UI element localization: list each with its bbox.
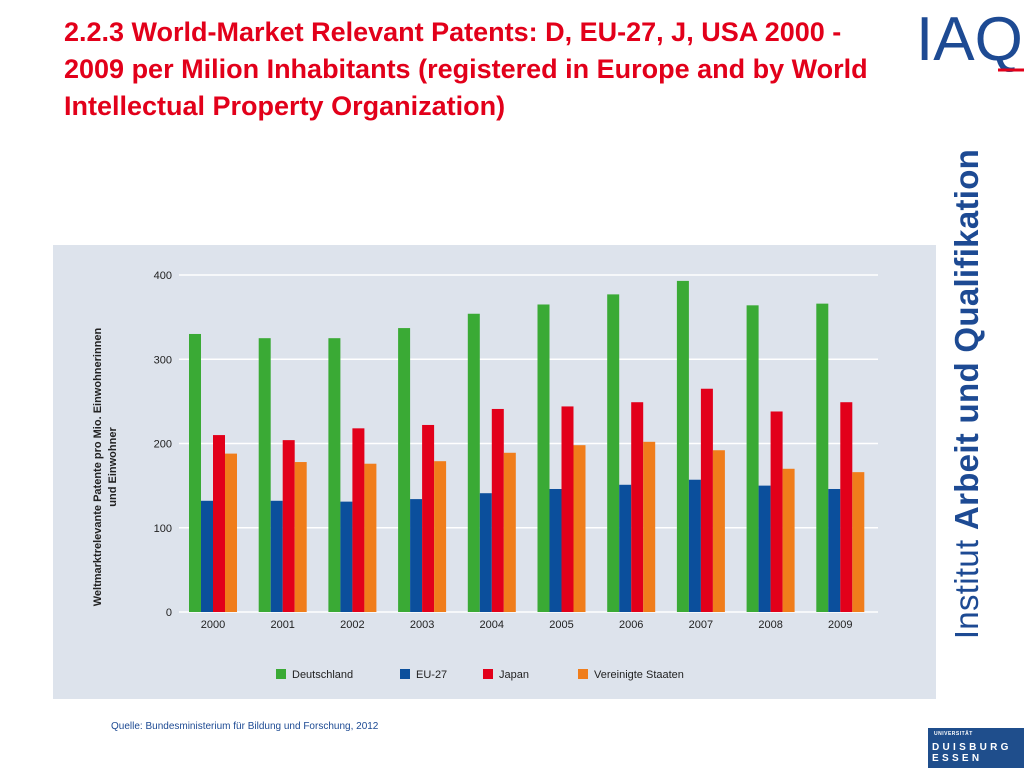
legend-label: EU-27 xyxy=(416,669,447,681)
bar-eu-27-2004 xyxy=(479,493,492,612)
x-tick-label: 2002 xyxy=(340,619,364,631)
bar-japan-2007 xyxy=(700,388,713,612)
y-axis-label-line2: und Einwohner xyxy=(107,427,119,507)
y-tick-label: 0 xyxy=(166,607,172,619)
institute-name: Institut Arbeit und Qualifikation xyxy=(942,96,992,692)
iaq-logo: IAQ xyxy=(916,0,1024,80)
bar-vereinigte-staaten-2007 xyxy=(712,450,725,612)
bar-deutschland-2008 xyxy=(746,305,759,612)
y-tick-label: 200 xyxy=(154,439,172,451)
legend-swatch xyxy=(578,669,588,679)
bar-deutschland-2002 xyxy=(328,338,341,612)
bar-deutschland-2004 xyxy=(467,313,480,612)
bar-eu-27-2002 xyxy=(340,501,353,612)
bar-deutschland-2001 xyxy=(258,338,271,612)
legend-label: Japan xyxy=(499,669,529,681)
y-tick-label: 100 xyxy=(154,523,172,535)
institute-name-light: Institut xyxy=(948,530,985,640)
y-tick-label: 300 xyxy=(154,354,172,366)
bar-eu-27-2000 xyxy=(201,500,213,612)
bar-vereinigte-staaten-2003 xyxy=(434,461,447,612)
x-tick-label: 2000 xyxy=(201,619,225,631)
legend-swatch xyxy=(276,669,286,679)
x-tick-label: 2005 xyxy=(549,619,573,631)
bar-vereinigte-staaten-2008 xyxy=(782,468,795,612)
university-logo-line1: UNIVERSITÄT xyxy=(934,731,973,737)
bar-eu-27-2007 xyxy=(688,479,701,612)
x-tick-label: 2003 xyxy=(410,619,434,631)
bar-japan-2000 xyxy=(213,435,225,612)
source-note: Quelle: Bundesministerium für Bildung un… xyxy=(111,721,379,732)
university-logo-line2: DUISBURG xyxy=(932,742,1012,753)
bar-japan-2004 xyxy=(491,408,504,612)
bar-deutschland-2000 xyxy=(189,333,201,612)
bar-vereinigte-staaten-2004 xyxy=(503,452,516,612)
x-tick-label: 2009 xyxy=(828,619,852,631)
bar-deutschland-2005 xyxy=(537,304,550,612)
bar-eu-27-2008 xyxy=(758,485,771,612)
bar-eu-27-2006 xyxy=(619,484,632,612)
bar-deutschland-2006 xyxy=(607,294,620,612)
institute-name-bold: Arbeit und Qualifikation xyxy=(948,148,985,531)
bar-eu-27-2009 xyxy=(828,488,841,612)
bar-chart: 0 100 200 300 400 2000 2001 2002 2003 2004 2005 200… xyxy=(92,270,878,681)
bar-japan-2009 xyxy=(840,402,853,612)
x-tick-label: 2001 xyxy=(270,619,294,631)
y-axis-label-line1: Weltmarktrelevante Patente pro Mio. Einw… xyxy=(92,327,104,606)
bar-vereinigte-staaten-2002 xyxy=(364,463,377,612)
x-tick-label: 2006 xyxy=(619,619,643,631)
bar-japan-2005 xyxy=(561,406,574,612)
bar-japan-2008 xyxy=(770,411,783,612)
legend-swatch xyxy=(483,669,493,679)
slide-title: 2.2.3 World-Market Relevant Patents: D, … xyxy=(64,17,868,121)
bar-vereinigte-staaten-2006 xyxy=(643,441,656,612)
bar-japan-2001 xyxy=(282,440,295,612)
bar-japan-2003 xyxy=(422,424,435,612)
legend-label: Vereinigte Staaten xyxy=(594,669,684,681)
bar-deutschland-2007 xyxy=(676,280,689,612)
y-tick-label: 400 xyxy=(154,270,172,282)
x-tick-label: 2004 xyxy=(480,619,504,631)
chart-panel: 0 100 200 300 400 2000 2001 2002 2003 2004 2005 200… xyxy=(53,245,936,699)
x-tick-label: 2007 xyxy=(689,619,713,631)
bar-japan-2006 xyxy=(631,402,644,612)
university-logo: UNIVERSITÄT DUISBURG ESSEN xyxy=(928,728,1024,768)
x-tick-label: 2008 xyxy=(758,619,782,631)
legend-swatch xyxy=(400,669,410,679)
bar-japan-2002 xyxy=(352,428,365,612)
bar-eu-27-2005 xyxy=(549,488,562,612)
bar-eu-27-2003 xyxy=(410,499,423,612)
bar-vereinigte-staaten-2000 xyxy=(225,453,237,612)
bar-eu-27-2001 xyxy=(270,500,283,612)
university-logo-line3: ESSEN xyxy=(932,753,983,764)
bar-deutschland-2009 xyxy=(816,303,829,612)
bar-vereinigte-staaten-2009 xyxy=(852,472,865,612)
bar-vereinigte-staaten-2005 xyxy=(573,445,586,612)
iaq-logo-text: IAQ xyxy=(916,5,1023,74)
bar-vereinigte-staaten-2001 xyxy=(294,462,307,612)
legend-label: Deutschland xyxy=(292,669,353,681)
bar-deutschland-2003 xyxy=(398,328,411,612)
